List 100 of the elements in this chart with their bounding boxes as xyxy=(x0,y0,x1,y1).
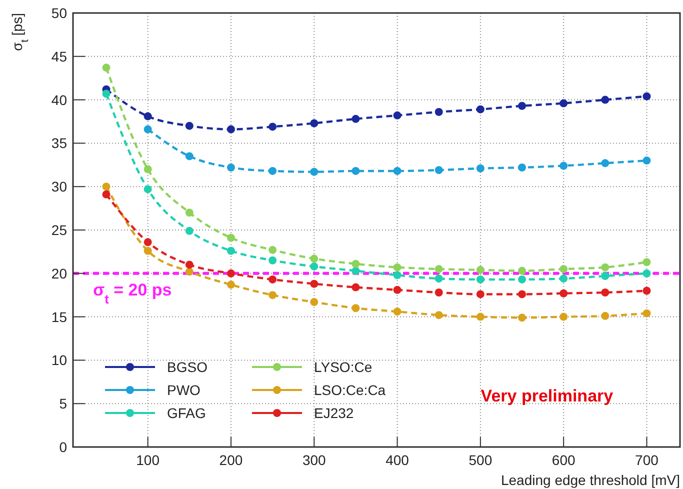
point xyxy=(226,234,235,242)
point xyxy=(310,298,318,306)
x-axis-title: Leading edge threshold [mV] xyxy=(500,472,680,488)
point xyxy=(476,105,484,114)
point xyxy=(226,246,235,255)
legend-label: LYSO:Ce xyxy=(314,359,372,375)
point xyxy=(185,208,194,217)
point xyxy=(434,265,443,274)
point xyxy=(268,122,277,131)
annotation: Very preliminary xyxy=(480,386,614,406)
point xyxy=(642,286,651,295)
point xyxy=(434,288,443,296)
point xyxy=(268,256,277,264)
point xyxy=(310,262,318,270)
point xyxy=(518,164,526,172)
x-tick-label: 500 xyxy=(468,452,492,468)
point xyxy=(434,166,443,174)
x-tick-label: 300 xyxy=(302,452,326,468)
x-tick-label: 600 xyxy=(552,452,576,468)
point xyxy=(642,92,651,100)
point xyxy=(560,289,568,298)
point xyxy=(144,238,152,246)
y-tick-label: 20 xyxy=(51,265,68,282)
y-tick-label: 0 xyxy=(59,439,68,455)
point xyxy=(518,290,526,298)
legend-label: BGSO xyxy=(167,359,208,375)
y-tick-label: 25 xyxy=(51,222,68,238)
point xyxy=(268,291,277,300)
point xyxy=(352,166,360,175)
x-tick-label: 400 xyxy=(386,452,410,468)
point xyxy=(518,275,526,284)
point xyxy=(642,309,651,318)
point xyxy=(560,99,568,108)
point xyxy=(352,304,360,312)
point xyxy=(144,185,152,194)
point xyxy=(560,274,568,283)
point xyxy=(310,254,318,263)
point xyxy=(102,64,110,72)
y-tick-label: 15 xyxy=(51,308,68,325)
point xyxy=(601,159,610,168)
point xyxy=(268,275,277,284)
point xyxy=(185,226,194,235)
point xyxy=(393,111,402,120)
point xyxy=(144,246,152,255)
point xyxy=(268,166,277,175)
point xyxy=(476,266,484,274)
point xyxy=(102,190,110,198)
point xyxy=(476,290,484,298)
point xyxy=(393,166,402,175)
point xyxy=(352,283,360,292)
legend-label: PWO xyxy=(167,382,201,398)
point xyxy=(393,308,402,316)
y-tick-label: 45 xyxy=(51,48,68,64)
y-tick-label: 10 xyxy=(51,352,68,368)
point xyxy=(352,266,360,275)
x-tick-label: 100 xyxy=(136,452,160,468)
x-tick-label: 700 xyxy=(635,452,659,468)
point xyxy=(144,112,152,120)
y-tick-label: 30 xyxy=(51,178,68,195)
point xyxy=(642,156,651,165)
point xyxy=(601,272,610,280)
point xyxy=(560,162,568,170)
y-tick-label: 35 xyxy=(51,135,68,152)
point xyxy=(393,286,402,294)
point xyxy=(476,164,484,172)
point xyxy=(268,246,277,254)
point xyxy=(518,102,526,110)
y-tick-label: 50 xyxy=(51,5,68,21)
ref-line-label: σ$_{t}$ = 20 ps xyxy=(93,280,172,306)
point xyxy=(601,96,610,104)
legend-label: LSO:Ce:Ca xyxy=(314,382,386,398)
point xyxy=(310,280,318,288)
point xyxy=(102,90,110,98)
y-tick-label: 5 xyxy=(59,396,68,412)
point xyxy=(560,265,568,274)
point xyxy=(642,269,651,278)
point xyxy=(518,266,526,275)
point xyxy=(352,260,360,268)
point xyxy=(185,122,194,130)
point xyxy=(185,152,194,160)
point xyxy=(352,114,360,123)
point xyxy=(434,311,443,320)
point xyxy=(310,119,318,128)
legend-label: GFAG xyxy=(167,405,206,421)
x-tick-label: 200 xyxy=(219,452,243,468)
point xyxy=(144,125,152,134)
y-tick-label: 40 xyxy=(51,92,68,108)
point xyxy=(434,108,443,116)
point xyxy=(560,312,568,321)
point xyxy=(185,268,194,276)
point xyxy=(144,165,152,174)
point xyxy=(226,125,235,134)
point xyxy=(601,312,610,320)
point xyxy=(226,164,235,172)
point xyxy=(393,263,402,272)
point xyxy=(393,271,402,280)
point xyxy=(226,280,235,289)
point xyxy=(476,312,484,321)
point xyxy=(601,263,610,272)
point xyxy=(434,274,443,283)
